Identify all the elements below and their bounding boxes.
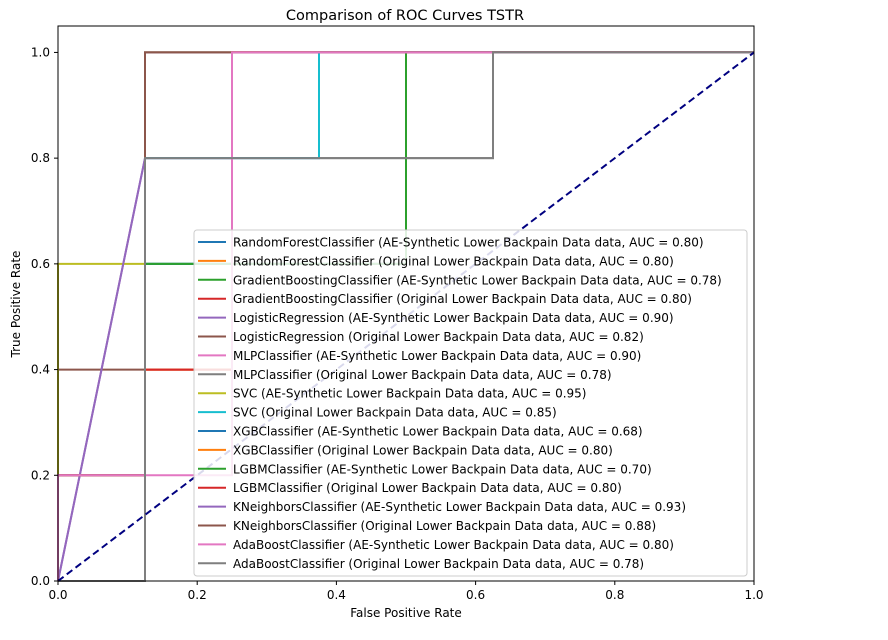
x-axis-ticks: 0.0 0.2 0.4 0.6 0.8 1.0 [48,581,764,602]
y-tick-label: 0.0 [31,574,50,588]
x-tick-label: 0.4 [327,588,346,602]
y-tick-label: 1.0 [31,45,50,59]
legend-label: SVC (Original Lower Backpain Data data, … [233,406,557,420]
legend-label: LGBMClassifier (AE-Synthetic Lower Backp… [233,462,652,476]
chart-title: Comparison of ROC Curves TSTR [286,8,524,24]
x-tick-label: 0.6 [466,588,485,602]
legend-label: RandomForestClassifier (AE-Synthetic Low… [233,236,704,250]
axes-frame [57,25,755,582]
legend-label: MLPClassifier (AE-Synthetic Lower Backpa… [233,349,641,363]
chance-diagonal-line [57,51,755,582]
x-tick-label: 1.0 [744,588,763,602]
legend-label: KNeighborsClassifier (Original Lower Bac… [233,519,656,533]
legend-label: GradientBoostingClassifier (AE-Synthetic… [233,273,722,287]
legend-label: XGBClassifier (AE-Synthetic Lower Backpa… [233,425,643,439]
diagonal-layer [57,51,755,582]
legend-label: AdaBoostClassifier (Original Lower Backp… [233,557,644,571]
legend-label: SVC (AE-Synthetic Lower Backpain Data da… [233,387,587,401]
y-axis-ticks: 0.0 0.2 0.4 0.6 0.8 1.0 [31,45,58,588]
legend-entries: RandomForestClassifier (AE-Synthetic Low… [198,236,722,571]
legend-label: LogisticRegression (AE-Synthetic Lower B… [233,311,674,325]
x-axis-label: False Positive Rate [350,606,462,620]
legend-label: MLPClassifier (Original Lower Backpain D… [233,368,612,382]
x-tick-label: 0.0 [48,588,67,602]
y-tick-label: 0.4 [31,363,50,377]
y-tick-label: 0.6 [31,257,50,271]
legend-label: LogisticRegression (Original Lower Backp… [233,330,644,344]
legend-label: RandomForestClassifier (Original Lower B… [233,254,674,268]
legend-label: KNeighborsClassifier (AE-Synthetic Lower… [233,500,686,514]
y-tick-label: 0.8 [31,151,50,165]
legend-label: XGBClassifier (Original Lower Backpain D… [233,443,613,457]
legend-box [193,229,748,577]
x-tick-label: 0.2 [188,588,207,602]
legend-label: GradientBoostingClassifier (Original Low… [233,292,692,306]
y-tick-label: 0.2 [31,468,50,482]
y-axis-label: True Positive Rate [9,251,23,359]
legend-label: AdaBoostClassifier (AE-Synthetic Lower B… [233,538,674,552]
legend: RandomForestClassifier (AE-Synthetic Low… [193,229,748,577]
legend-label: LGBMClassifier (Original Lower Backpain … [233,481,622,495]
x-tick-label: 0.8 [605,588,624,602]
